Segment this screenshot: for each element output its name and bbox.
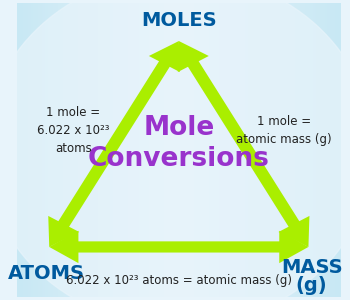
Polygon shape xyxy=(49,231,308,263)
Text: MASS: MASS xyxy=(281,258,343,277)
Text: 6.022 x 10²³ atoms = atomic mass (g): 6.022 x 10²³ atoms = atomic mass (g) xyxy=(66,274,292,287)
Text: Mole: Mole xyxy=(143,115,215,141)
Text: 1 mole =
atomic mass (g): 1 mole = atomic mass (g) xyxy=(236,115,332,146)
Polygon shape xyxy=(178,41,309,247)
Text: (g): (g) xyxy=(296,276,328,295)
Text: MOLES: MOLES xyxy=(141,11,217,30)
Text: 1 mole =
6.022 x 10²³
atoms: 1 mole = 6.022 x 10²³ atoms xyxy=(37,106,110,155)
Polygon shape xyxy=(48,41,180,247)
Text: Conversions: Conversions xyxy=(88,146,270,172)
Text: ATOMS: ATOMS xyxy=(7,264,84,283)
